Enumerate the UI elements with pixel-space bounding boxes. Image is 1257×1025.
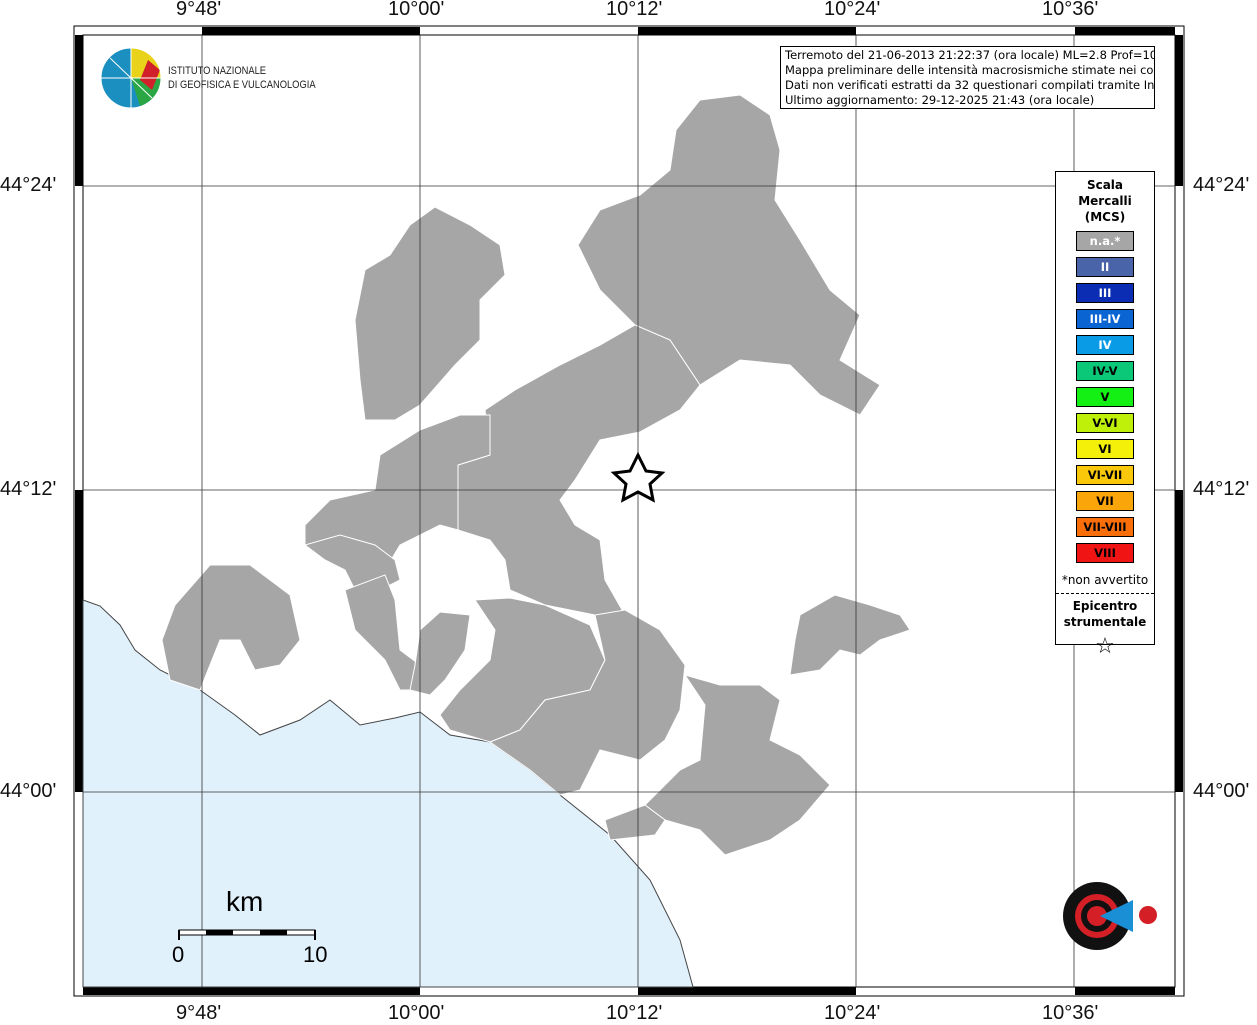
- legend: Scala Mercalli (MCS) n.a.* II III III-IV IV I…: [1055, 171, 1155, 659]
- legend-swatch-v-vi: V-VI: [1076, 413, 1134, 433]
- legend-divider: [1056, 593, 1154, 594]
- info-line: Dati non verificati estratti da 32 quest…: [785, 78, 1155, 92]
- lat-tick-right: 44°12': [1193, 478, 1250, 500]
- scale-bar: [178, 929, 316, 940]
- legend-swatch-iv: IV: [1076, 335, 1134, 355]
- lat-tick-left: 44°12': [0, 478, 57, 500]
- legend-title-line: Mercalli: [1078, 194, 1132, 208]
- ingv-logo-text: ISTITUTO NAZIONALE DI GEOFISICA E VULCAN…: [168, 64, 316, 92]
- epicenter-label-line: Epicentro: [1072, 599, 1138, 613]
- sea: [82, 599, 694, 988]
- legend-swatch-vi-vii: VI-VII: [1076, 465, 1134, 485]
- lon-tick-top: 10°36': [1042, 0, 1099, 20]
- legend-swatch-ii: II: [1076, 257, 1134, 277]
- lon-tick-top: 10°00': [388, 0, 445, 20]
- ingv-logo-icon: [100, 47, 162, 109]
- epicenter-label-line: strumentale: [1063, 615, 1147, 629]
- lon-tick-bottom: 10°00': [388, 1002, 445, 1024]
- lon-tick-top: 10°12': [606, 0, 663, 20]
- scale-min: 0: [172, 942, 185, 967]
- info-line: Terremoto del 21-06-2013 21:22:37 (ora l…: [785, 48, 1155, 62]
- legend-title: Scala Mercalli (MCS): [1056, 177, 1154, 225]
- info-line: Ultimo aggiornamento: 29-12-2025 21:43 (…: [785, 93, 1095, 107]
- legend-swatch-vii: VII: [1076, 491, 1134, 511]
- legend-swatch-iii-iv: III-IV: [1076, 309, 1134, 329]
- epicenter-star-icon: [610, 451, 666, 503]
- frame-border: [75, 27, 1183, 995]
- legend-swatch-iii: III: [1076, 283, 1134, 303]
- epicenter-label: Epicentro strumentale: [1056, 598, 1154, 630]
- municipalities: [161, 94, 911, 856]
- lon-tick-bottom: 10°12': [606, 1002, 663, 1024]
- legend-swatch-vii-viii: VII-VIII: [1076, 517, 1134, 537]
- legend-swatch-vi: VI: [1076, 439, 1134, 459]
- scale-unit: km: [226, 886, 264, 917]
- legend-note: *non avvertito: [1061, 573, 1149, 587]
- ingv-line1: ISTITUTO NAZIONALE: [168, 65, 267, 77]
- legend-swatch-na: n.a.*: [1076, 231, 1134, 251]
- lon-tick-top: 9°48': [176, 0, 222, 20]
- legend-title-line: (MCS): [1084, 210, 1126, 224]
- lat-tick-right: 44°24': [1193, 174, 1250, 196]
- lon-tick-bottom: 9°48': [176, 1002, 222, 1024]
- legend-swatch-viii: VIII: [1076, 543, 1134, 563]
- legend-swatch-v: V: [1076, 387, 1134, 407]
- lat-tick-left: 44°24': [0, 174, 57, 196]
- lon-tick-bottom: 10°24': [824, 1002, 881, 1024]
- haisentito-logo-icon: [1063, 882, 1157, 950]
- scale-max: 10: [303, 942, 328, 967]
- legend-swatch-iv-v: IV-V: [1076, 361, 1134, 381]
- legend-title-line: Scala: [1086, 178, 1124, 192]
- ingv-line2: DI GEOFISICA E VULCANOLOGIA: [168, 79, 316, 91]
- lon-tick-bottom: 10°36': [1042, 1002, 1099, 1024]
- legend-swatches: n.a.* II III III-IV IV IV-V V V-VI VI VI-VII VII VI…: [1056, 231, 1154, 563]
- star-icon: ☆: [1095, 634, 1115, 659]
- info-line: Mappa preliminare delle intensità macros…: [785, 63, 1155, 77]
- lat-tick-left: 44°00': [0, 780, 57, 802]
- lat-tick-right: 44°00': [1193, 780, 1250, 802]
- info-box: Terremoto del 21-06-2013 21:22:37 (ora l…: [780, 46, 1155, 109]
- lon-tick-top: 10°24': [824, 0, 881, 20]
